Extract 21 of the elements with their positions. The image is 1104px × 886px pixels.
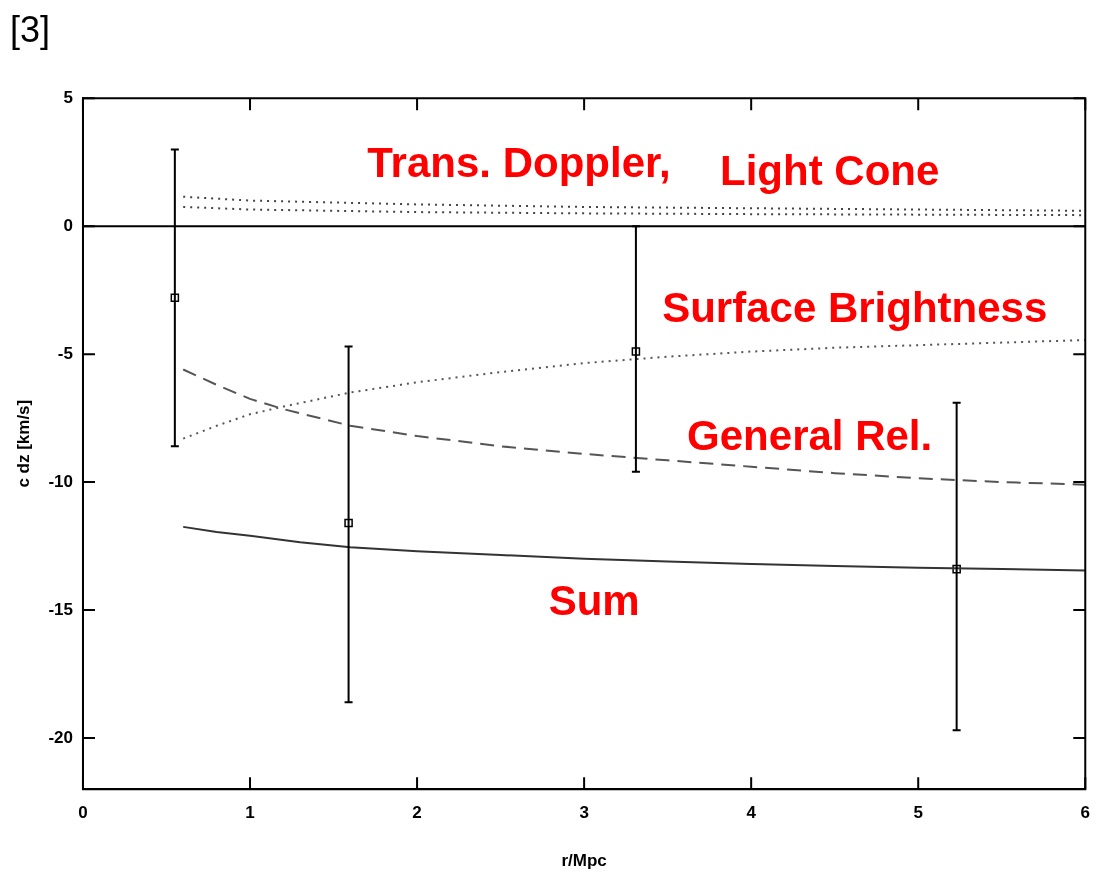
y-tick-label: -10: [48, 471, 73, 491]
x-tick-label: 1: [245, 803, 255, 823]
y-tick-label: -5: [57, 343, 73, 363]
x-tick-label: 6: [1080, 803, 1091, 823]
series-label: Sum: [548, 576, 640, 624]
y-tick-label: 0: [63, 215, 73, 235]
y-tick-label: 5: [63, 87, 73, 107]
y-tick-label: -15: [48, 599, 73, 619]
x-tick-label: 3: [579, 803, 589, 823]
chart-title: [3]: [10, 8, 51, 50]
x-axis-title: r/Mpc: [561, 851, 607, 871]
series-label: Surface Brightness: [662, 283, 1048, 331]
x-tick-label: 2: [412, 803, 422, 823]
y-axis-title: c dz [km/s]: [13, 399, 33, 488]
x-tick-label: 4: [746, 803, 757, 823]
y-tick-label: -20: [48, 727, 73, 747]
series-label: General Rel.: [687, 411, 933, 459]
series-label: Light Cone: [720, 146, 940, 194]
series-label: Trans. Doppler,: [367, 138, 671, 186]
x-tick-label: 5: [913, 803, 923, 823]
x-tick-label: 0: [78, 803, 88, 823]
